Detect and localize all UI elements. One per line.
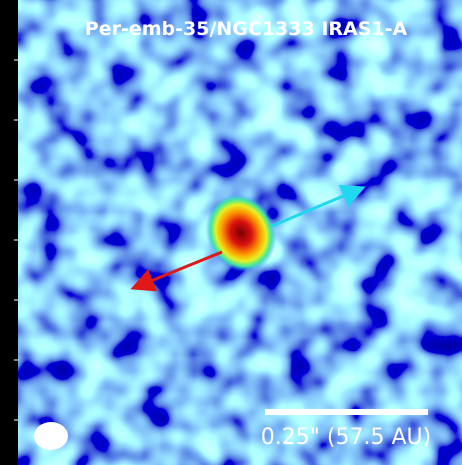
beam <box>34 422 68 450</box>
scale-label: 0.25" (57.5 AU) <box>261 425 431 450</box>
image-panel: 0.25" (57.5 AU) Per-emb-35/NGC1333 IRAS1… <box>0 0 462 465</box>
title: Per-emb-35/NGC1333 IRAS1-A <box>85 18 408 40</box>
page: {"title": "Per-emb-35/NGC1333 IRAS1-A", … <box>0 0 462 465</box>
